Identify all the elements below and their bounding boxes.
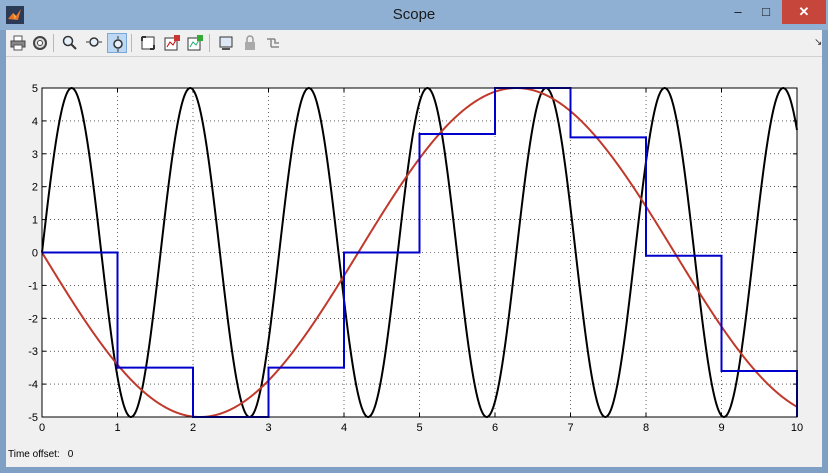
signal-selection-button[interactable] (263, 33, 283, 53)
y-tick-label: -5 (28, 412, 38, 424)
time-offset-value: 0 (67, 449, 74, 460)
scope-content: 0 1 2 3 4 5 6 7 8 9 10 -5 -4 -3 -2 -1 0 1 2 3 4 5 Time offset… (6, 57, 822, 467)
zoom-button[interactable] (60, 33, 80, 53)
x-tick-label: 3 (265, 422, 271, 434)
scope-plot[interactable]: 0 1 2 3 4 5 6 7 8 9 10 -5 -4 -3 -2 -1 0 1 2 3 4 5 (6, 57, 822, 447)
signal-selection-icon (267, 38, 279, 48)
y-tick-label: -2 (28, 313, 38, 325)
x-tick-label: 4 (341, 422, 347, 434)
dock-icon[interactable]: ↘ (814, 37, 823, 48)
x-tick-label: 8 (643, 422, 649, 434)
time-offset: Time offset: 0 (8, 449, 81, 460)
zoom-x-icon (86, 37, 102, 47)
toolbar-separator (53, 34, 54, 52)
scope-toolbar: ↘ (6, 30, 822, 57)
restore-axes-button[interactable] (185, 33, 205, 53)
y-tick-label: 4 (32, 116, 38, 128)
close-button[interactable]: ✕ (782, 0, 826, 24)
floating-scope-button[interactable] (216, 33, 236, 53)
save-axes-button[interactable] (162, 33, 182, 53)
autoscale-icon (141, 36, 155, 50)
x-tick-label: 5 (416, 422, 422, 434)
x-tick-label: 6 (492, 422, 498, 434)
x-tick-label: 7 (567, 422, 573, 434)
y-tick-label: 3 (32, 149, 38, 161)
x-tick-label: 1 (114, 422, 120, 434)
y-tick-label: -3 (28, 346, 38, 358)
zoom-icon (62, 35, 77, 50)
x-tick-label: 10 (791, 422, 803, 434)
window-title: Scope (392, 6, 436, 23)
zoom-y-button[interactable] (107, 33, 127, 53)
y-tick-label: -1 (28, 280, 38, 292)
series-line (42, 87, 798, 418)
print-button[interactable] (8, 33, 28, 53)
toolbar-separator (131, 34, 132, 52)
y-tick-label: 0 (32, 248, 38, 260)
zoom-y-icon (113, 36, 123, 52)
y-tick-label: 5 (32, 83, 38, 95)
lock-axes-button[interactable] (240, 33, 260, 53)
autoscale-button[interactable] (138, 33, 158, 53)
time-offset-label: Time offset: (8, 449, 60, 460)
y-tick-label: -4 (28, 379, 38, 391)
plot-border (41, 87, 798, 418)
x-tick-label: 2 (190, 422, 196, 434)
lock-icon (245, 35, 255, 50)
maximize-button[interactable]: □ (762, 4, 770, 19)
parameters-button[interactable] (30, 33, 50, 53)
y-tick-label: 2 (32, 182, 38, 194)
minimize-button[interactable]: – (734, 4, 742, 19)
series-line (41, 86, 798, 419)
restore-axes-icon (187, 35, 203, 51)
matlab-logo-icon (6, 6, 24, 24)
title-bar[interactable]: Scope – □ ✕ (0, 0, 828, 30)
floating-scope-icon (219, 36, 233, 50)
x-tick-label: 9 (718, 422, 724, 434)
save-axes-icon (164, 35, 180, 51)
y-tick-label: 1 (32, 215, 38, 227)
print-icon (10, 35, 26, 51)
parameters-icon (33, 36, 47, 50)
x-tick-label: 0 (39, 422, 45, 434)
toolbar-separator (209, 34, 210, 52)
zoom-x-button[interactable] (84, 33, 104, 53)
